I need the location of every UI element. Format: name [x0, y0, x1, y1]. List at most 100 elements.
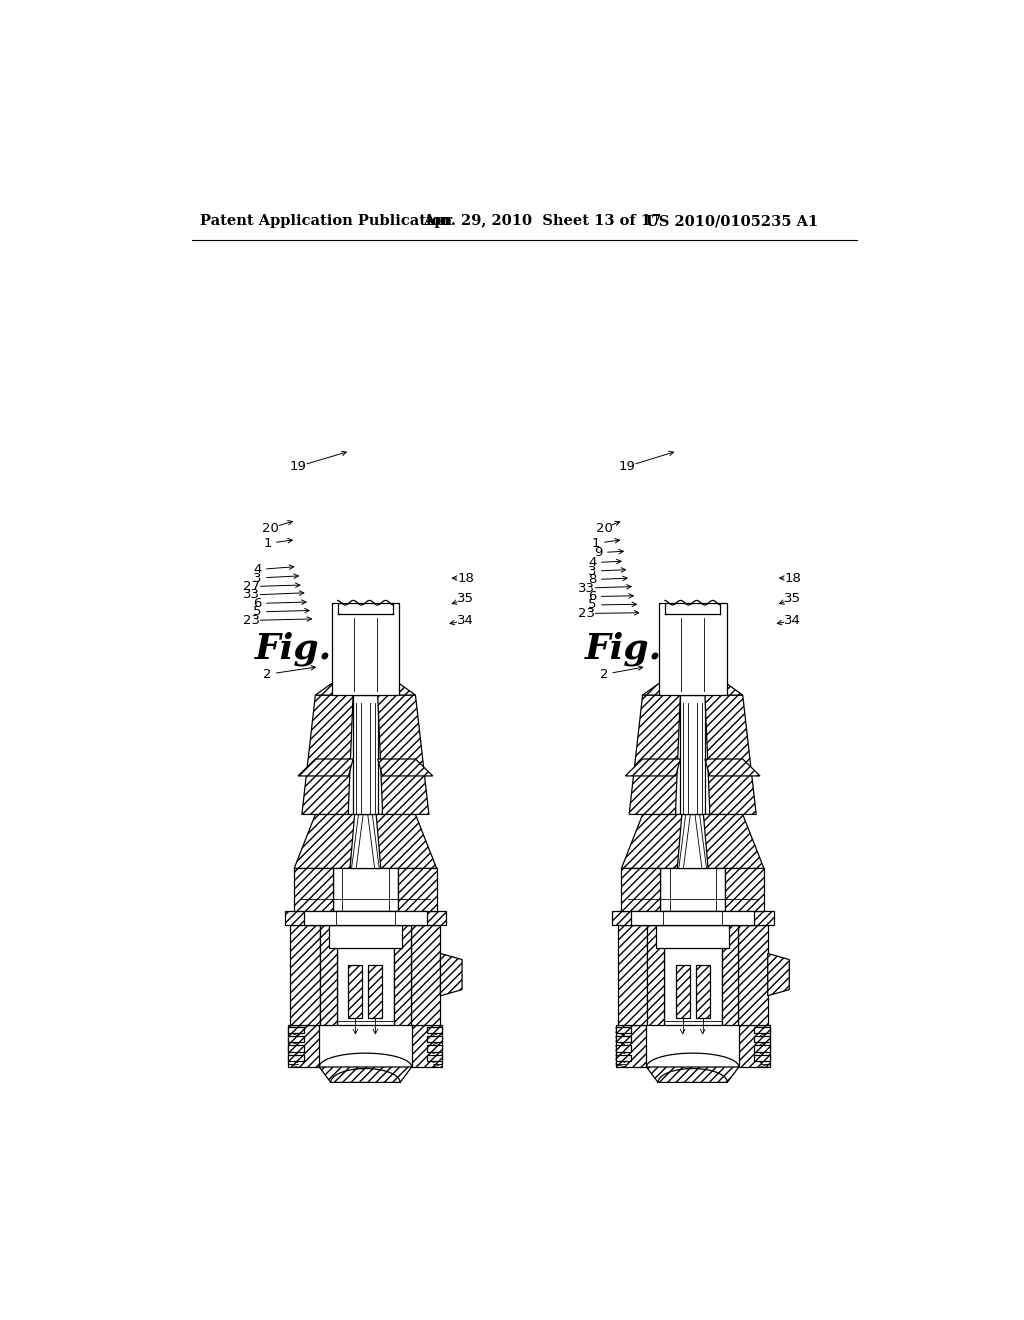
- Polygon shape: [302, 696, 353, 814]
- Text: 5: 5: [589, 598, 597, 611]
- Polygon shape: [394, 924, 412, 1024]
- Text: 19: 19: [290, 459, 307, 473]
- Polygon shape: [615, 1036, 631, 1043]
- Text: 4: 4: [253, 564, 262, 576]
- Bar: [337, 924, 394, 1024]
- Text: Fig.16: Fig.16: [585, 632, 713, 667]
- Polygon shape: [398, 869, 436, 911]
- Polygon shape: [289, 1024, 319, 1067]
- Polygon shape: [378, 696, 429, 814]
- Text: 3: 3: [589, 565, 597, 578]
- Polygon shape: [289, 1027, 304, 1034]
- Text: 34: 34: [457, 614, 474, 627]
- Text: 34: 34: [784, 614, 801, 627]
- Polygon shape: [440, 953, 462, 995]
- Polygon shape: [768, 953, 790, 995]
- Bar: [329, 924, 402, 948]
- Polygon shape: [705, 759, 760, 776]
- Polygon shape: [739, 1024, 770, 1067]
- Bar: [631, 911, 755, 924]
- Polygon shape: [427, 1027, 442, 1034]
- Polygon shape: [294, 869, 333, 911]
- Polygon shape: [615, 1055, 631, 1061]
- Polygon shape: [319, 1067, 412, 1082]
- Polygon shape: [611, 911, 773, 924]
- Text: 18: 18: [784, 572, 801, 585]
- Bar: [656, 924, 729, 948]
- Text: 18: 18: [457, 572, 474, 585]
- Text: 23: 23: [243, 614, 260, 627]
- Polygon shape: [643, 684, 742, 696]
- Text: 35: 35: [457, 593, 474, 606]
- Polygon shape: [285, 911, 446, 924]
- Polygon shape: [615, 1024, 646, 1067]
- Polygon shape: [289, 1036, 304, 1043]
- Polygon shape: [755, 1027, 770, 1034]
- Bar: [304, 911, 427, 924]
- Bar: [332, 603, 399, 696]
- Polygon shape: [626, 759, 680, 776]
- Text: 5: 5: [253, 606, 262, 619]
- Bar: [680, 696, 705, 814]
- Bar: [677, 814, 708, 869]
- Polygon shape: [629, 696, 680, 814]
- Bar: [659, 869, 725, 911]
- Text: 19: 19: [618, 459, 636, 473]
- Bar: [353, 696, 378, 814]
- Polygon shape: [755, 1055, 770, 1061]
- Text: 6: 6: [589, 590, 597, 603]
- Polygon shape: [348, 965, 362, 1019]
- Polygon shape: [725, 869, 764, 911]
- Polygon shape: [427, 1055, 442, 1061]
- Polygon shape: [722, 924, 738, 1024]
- Text: 20: 20: [262, 521, 280, 535]
- Text: Patent Application Publication: Patent Application Publication: [200, 214, 452, 228]
- Text: 33: 33: [243, 589, 260, 602]
- Polygon shape: [755, 1036, 770, 1043]
- Text: 2: 2: [600, 668, 608, 681]
- Polygon shape: [622, 869, 659, 911]
- Polygon shape: [615, 1027, 631, 1034]
- Text: 20: 20: [596, 521, 612, 535]
- Polygon shape: [427, 1045, 442, 1052]
- Polygon shape: [315, 684, 416, 696]
- Text: 6: 6: [253, 597, 262, 610]
- Polygon shape: [646, 1067, 739, 1082]
- Text: 8: 8: [589, 573, 597, 586]
- Polygon shape: [615, 1045, 631, 1052]
- Polygon shape: [412, 1024, 442, 1067]
- Polygon shape: [289, 1055, 304, 1061]
- Text: 4: 4: [589, 556, 597, 569]
- Polygon shape: [755, 1045, 770, 1052]
- Polygon shape: [738, 924, 768, 1024]
- Polygon shape: [703, 814, 764, 869]
- Text: 27: 27: [243, 579, 260, 593]
- Polygon shape: [695, 965, 710, 1019]
- Text: 23: 23: [578, 607, 595, 620]
- Polygon shape: [319, 924, 337, 1024]
- Bar: [350, 814, 381, 869]
- Text: 33: 33: [578, 582, 595, 594]
- Text: US 2010/0105235 A1: US 2010/0105235 A1: [646, 214, 819, 228]
- Polygon shape: [705, 696, 756, 814]
- Polygon shape: [622, 814, 682, 869]
- Polygon shape: [298, 759, 353, 776]
- Polygon shape: [378, 759, 433, 776]
- Polygon shape: [289, 1045, 304, 1052]
- Text: 3: 3: [253, 572, 262, 585]
- Polygon shape: [647, 924, 664, 1024]
- Bar: [658, 603, 727, 696]
- Polygon shape: [294, 814, 354, 869]
- Polygon shape: [412, 924, 440, 1024]
- Polygon shape: [291, 924, 319, 1024]
- Bar: [333, 869, 398, 911]
- Text: 2: 2: [263, 668, 271, 681]
- Text: 9: 9: [595, 546, 603, 560]
- Polygon shape: [376, 814, 436, 869]
- Polygon shape: [427, 1036, 442, 1043]
- Text: Fig.15: Fig.15: [255, 632, 383, 667]
- Text: 1: 1: [592, 537, 600, 550]
- Polygon shape: [369, 965, 382, 1019]
- Text: 35: 35: [784, 593, 801, 606]
- Polygon shape: [617, 924, 647, 1024]
